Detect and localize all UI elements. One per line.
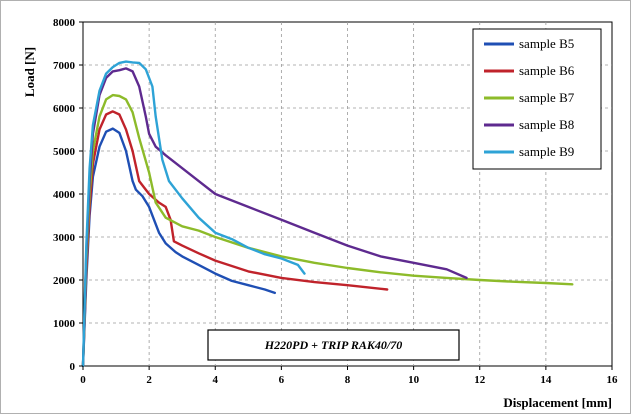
series-line-sample-b7 [81, 93, 574, 368]
axes: 0 2 4 6 8 10 12 14 16 0 1000 2000 3000 4000 5000 6000 70… [53, 17, 618, 386]
y-tick-label: 5000 [53, 146, 76, 158]
legend-label: sample B5 [519, 36, 574, 51]
legend-label: sample B8 [519, 117, 574, 132]
x-tick-label: 0 [80, 374, 86, 386]
annotation-text: H220PD + TRIP RAK40/70 [264, 338, 402, 352]
legend-label: sample B7 [519, 90, 575, 105]
y-tick-label: 1000 [53, 318, 76, 330]
x-tick-label: 6 [279, 374, 285, 386]
legend-label: sample B9 [519, 144, 574, 159]
series-line-sample-b8 [81, 67, 468, 368]
series-line-sample-b5 [81, 127, 276, 368]
x-tick-label: 10 [408, 374, 420, 386]
legend: sample B5 sample B6 sample B7 sample B8 samp… [472, 28, 602, 170]
x-tick-label: 8 [345, 374, 351, 386]
y-tick-label: 2000 [53, 275, 76, 287]
x-tick-label: 14 [540, 374, 552, 386]
legend-items: sample B5 sample B6 sample B7 sample B8 samp… [484, 36, 575, 159]
data-series [81, 60, 574, 368]
x-tick-label: 2 [146, 374, 152, 386]
y-tick-label: 3000 [53, 232, 76, 244]
annotation-box: H220PD + TRIP RAK40/70 [207, 329, 460, 361]
x-tick-label: 4 [213, 374, 219, 386]
x-tick-label: 16 [607, 374, 619, 386]
y-tick-label: 7000 [53, 60, 76, 72]
y-tick-label: 4000 [53, 189, 76, 201]
series-line-sample-b9 [81, 60, 306, 368]
x-tick-label: 12 [474, 374, 486, 386]
x-axis-title: Displacement [mm] [503, 395, 612, 410]
legend-label: sample B6 [519, 63, 575, 78]
y-tick-label: 8000 [53, 17, 76, 29]
y-tick-label: 0 [70, 361, 76, 373]
y-axis-title: Load [N] [22, 47, 37, 97]
y-tick-label: 6000 [53, 103, 76, 115]
